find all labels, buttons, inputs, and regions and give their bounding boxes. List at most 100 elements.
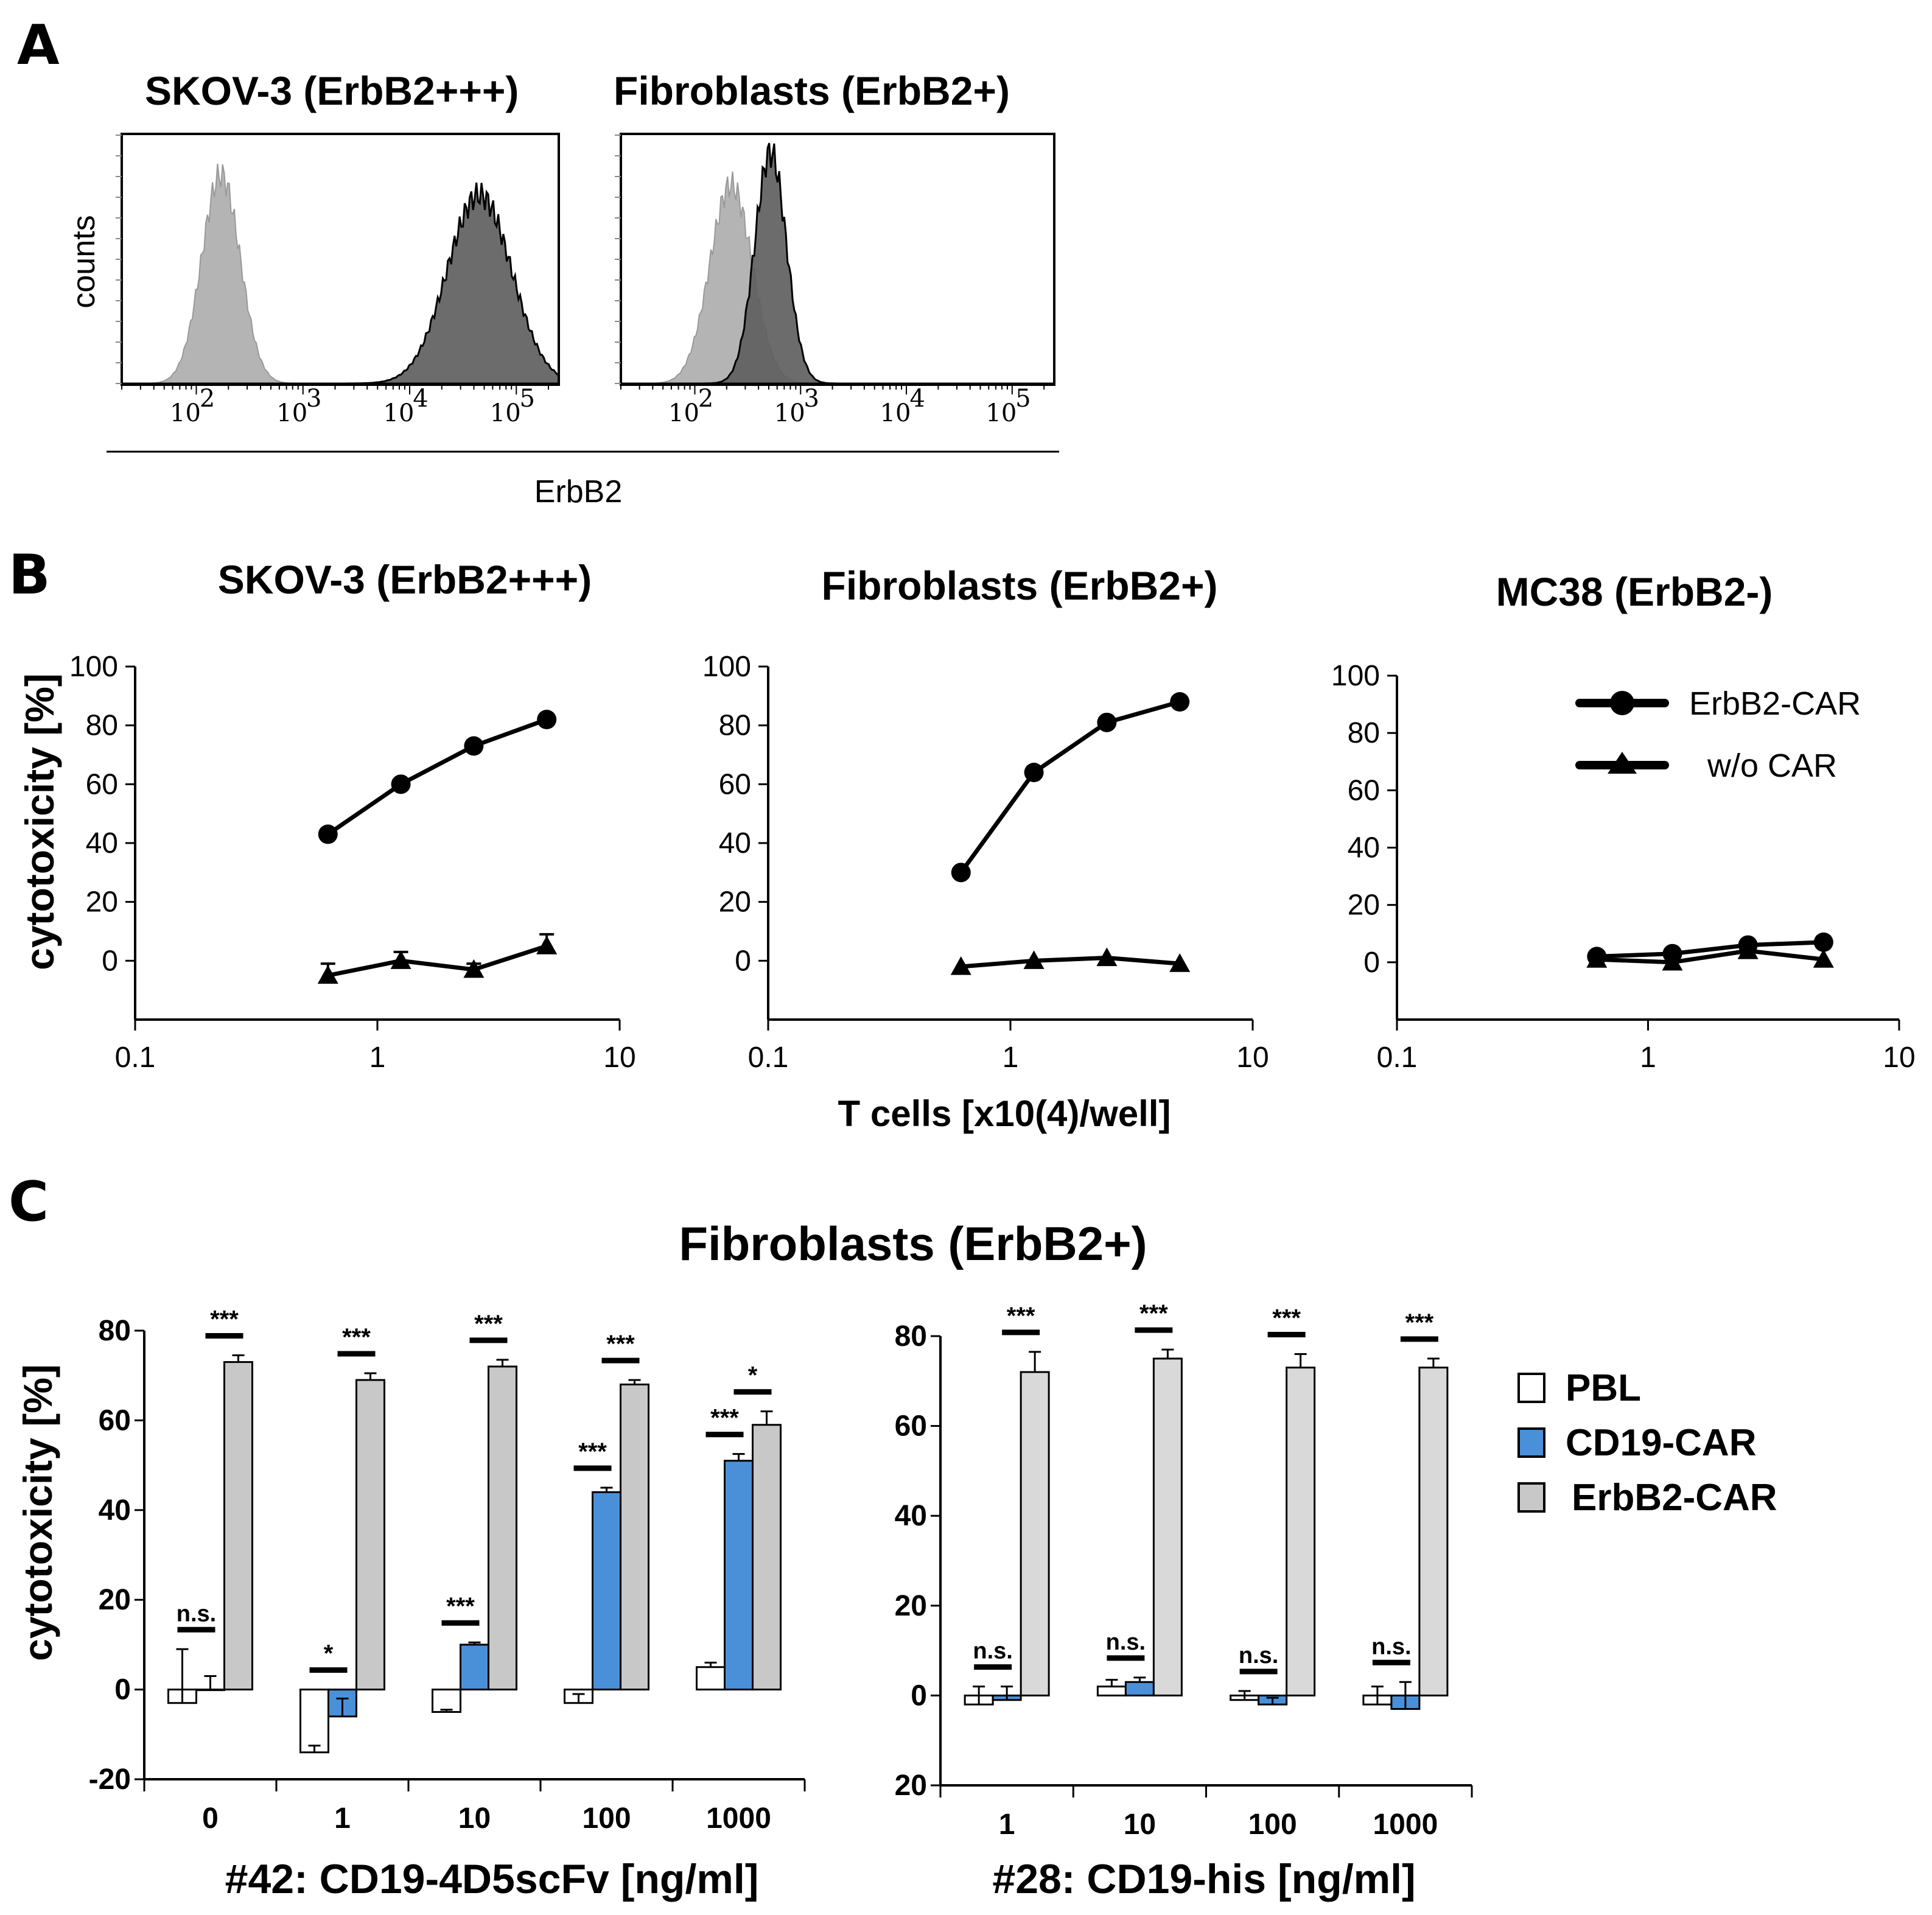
y-tick-label: 80 — [1348, 717, 1380, 749]
y-tick-label: 100 — [702, 651, 751, 683]
data-point — [1737, 940, 1759, 959]
significance-label: *** — [710, 1405, 739, 1432]
legend-label: ErbB2-CAR — [1572, 1477, 1777, 1519]
y-tick-label: 20 — [99, 1584, 131, 1616]
significance-label: n.s. — [1106, 1630, 1146, 1655]
data-point — [1097, 712, 1117, 732]
legend-swatch — [1517, 1373, 1545, 1403]
x-tick-label: 10 — [668, 399, 699, 427]
histogram-fibroblasts — [621, 142, 1054, 385]
series-line-erbb2-car — [326, 717, 548, 836]
y-tick-label: 40 — [1348, 832, 1380, 864]
panel-b-legend: ErbB2-CAR w/o CAR — [1575, 685, 1861, 784]
y-tick-label: 100 — [69, 651, 118, 683]
line-chart-mc38: 0 20 40 60 80 100 0.1 1 10 — [1331, 660, 1916, 1074]
x-tick-exponent: 5 — [520, 385, 535, 413]
panel-a-xlabel: ErbB2 — [534, 474, 623, 509]
x-tick-label: 0 — [202, 1802, 219, 1835]
x-tick-label: 10 — [276, 399, 307, 427]
bar-cd19-car — [592, 1491, 621, 1691]
x-tick-exponent: 5 — [1015, 385, 1031, 413]
y-tick-label: 20 — [1348, 889, 1380, 922]
y-tick-label: 40 — [719, 827, 751, 859]
bar-cd19-car — [1124, 1681, 1155, 1696]
legend-label: CD19-CAR — [1566, 1422, 1756, 1464]
x-tick-exponent: 2 — [200, 385, 215, 413]
bar-pbl — [696, 1666, 726, 1691]
y-tick-label: 60 — [1348, 774, 1380, 807]
x-tick-label: 10 — [1236, 1042, 1269, 1074]
legend-swatch — [1517, 1427, 1545, 1458]
histogram-skov3 — [122, 163, 560, 385]
x-tick-label: 10 — [170, 399, 201, 427]
x-tick-exponent: 3 — [804, 385, 819, 413]
legend-swatch — [1517, 1482, 1545, 1513]
panel-b2-title: Fibroblasts (ErbB2+) — [822, 563, 1218, 608]
x-tick-label: 1 — [334, 1802, 351, 1835]
significance-label: *** — [578, 1438, 607, 1465]
histogram-erbb2 — [621, 142, 1054, 385]
panel-b3-title: MC38 (ErbB2-) — [1496, 569, 1773, 614]
y-tick-label: 0 — [114, 1674, 131, 1706]
panel-c2-xlabel: #28: CD19-his [ng/ml] — [992, 1856, 1415, 1902]
x-tick-exponent: 3 — [306, 385, 321, 413]
panel-c-title: Fibroblasts (ErbB2+) — [679, 1217, 1147, 1270]
panel-a2-frame — [620, 133, 1055, 386]
series-line-w-o-car — [1597, 948, 1824, 965]
significance-label: *** — [210, 1306, 239, 1333]
data-point — [1169, 953, 1191, 972]
data-point — [1096, 947, 1118, 967]
y-tick-label: 0 — [911, 1679, 927, 1712]
data-point — [1024, 763, 1044, 782]
x-tick-label: 10 — [880, 399, 911, 427]
panel-a2-title: Fibroblasts (ErbB2+) — [614, 68, 1010, 113]
bar-erbb2-car — [620, 1383, 649, 1691]
y-tick-label: 0 — [1363, 947, 1380, 979]
bar-erbb2-car — [1286, 1367, 1316, 1696]
data-point — [537, 710, 557, 729]
data-point — [1023, 950, 1045, 969]
significance-label: *** — [1272, 1305, 1301, 1332]
y-tick-label: 20 — [895, 1590, 927, 1622]
significance-label: * — [748, 1362, 758, 1389]
significance-label: *** — [474, 1311, 503, 1337]
data-point — [390, 950, 411, 969]
bar-erbb2-car — [355, 1379, 385, 1691]
y-tick-label: 80 — [86, 710, 118, 742]
significance-label: *** — [1139, 1300, 1168, 1327]
significance-label: *** — [446, 1593, 475, 1620]
data-point — [1813, 949, 1834, 968]
significance-label: *** — [1405, 1309, 1434, 1336]
data-point — [317, 965, 338, 984]
legend-marker-triangle — [1608, 752, 1637, 774]
y-tick-label: 100 — [1331, 660, 1380, 692]
panel-b-xlabel: T cells [x10(4)/well] — [838, 1093, 1171, 1134]
data-point — [1170, 692, 1190, 712]
data-point — [463, 959, 485, 978]
x-tick-label: 1000 — [706, 1802, 771, 1835]
y-tick-label: 20 — [895, 1770, 927, 1802]
data-point — [464, 736, 484, 756]
data-point — [1586, 949, 1608, 968]
x-tick-label: 10 — [490, 399, 521, 427]
legend-label: ErbB2-CAR — [1689, 685, 1861, 722]
x-tick-label: 10 — [1124, 1808, 1156, 1841]
line-chart-skov3: 0 20 40 60 80 100 0.1 1 10 — [69, 651, 636, 1074]
significance-label: *** — [606, 1331, 635, 1357]
x-tick-label: 10 — [603, 1042, 635, 1074]
x-tick-exponent: 4 — [413, 385, 428, 413]
x-tick-label: 1000 — [1373, 1808, 1438, 1841]
significance-label: n.s. — [1371, 1634, 1411, 1659]
y-tick-label: 80 — [99, 1315, 131, 1347]
data-point — [1662, 951, 1683, 971]
x-tick-label: 10 — [383, 399, 415, 427]
panel-a1-title: SKOV-3 (ErbB2+++) — [145, 68, 519, 113]
x-tick-label: 1 — [999, 1808, 1015, 1841]
x-tick-label: 10 — [985, 399, 1017, 427]
y-tick-label: 60 — [99, 1404, 131, 1437]
y-tick-label: 20 — [719, 886, 751, 919]
significance-label: *** — [1007, 1303, 1035, 1329]
significance-label: n.s. — [1239, 1643, 1278, 1668]
